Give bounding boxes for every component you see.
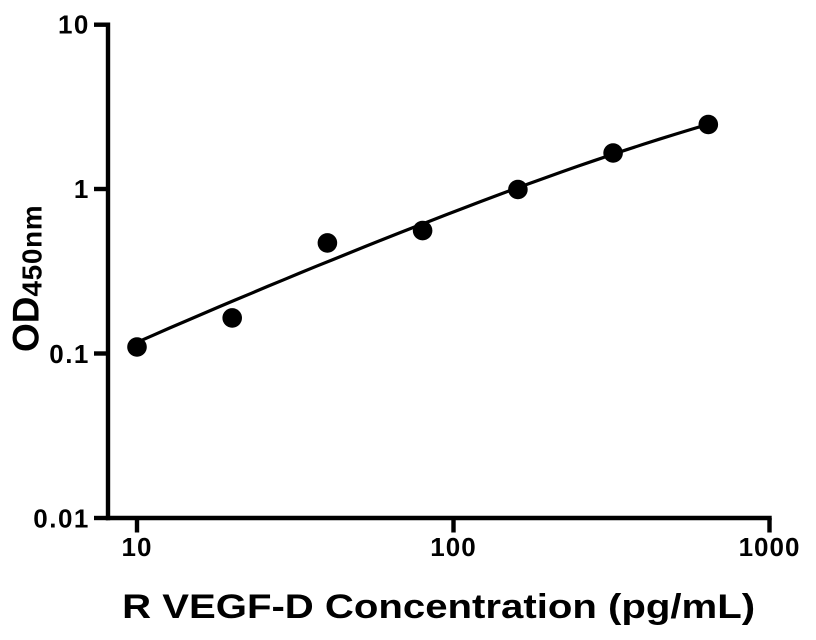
svg-text:100: 100 [430, 532, 476, 562]
svg-text:R VEGF-D Concentration (pg/mL): R VEGF-D Concentration (pg/mL) [122, 588, 755, 626]
svg-text:1000: 1000 [739, 532, 801, 562]
svg-text:0.01: 0.01 [33, 503, 90, 533]
svg-text:10: 10 [122, 532, 153, 562]
svg-text:0.1: 0.1 [49, 339, 90, 369]
svg-text:1: 1 [74, 174, 90, 204]
svg-text:10: 10 [58, 10, 90, 40]
